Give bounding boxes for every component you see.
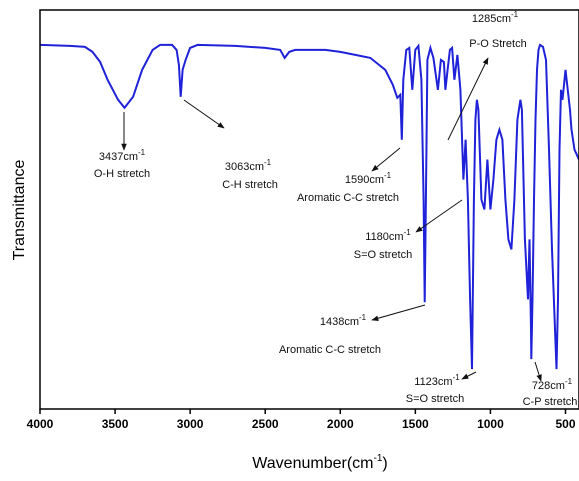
plot-frame	[39, 9, 579, 410]
x-tick-label: 2500	[252, 417, 279, 431]
annotation-label: Aromatic C-C stretch	[279, 344, 381, 356]
annotation-label: S=O stretch	[406, 393, 464, 405]
annotation-label: C-H stretch	[222, 179, 278, 191]
x-label-end: )	[382, 455, 387, 472]
annotation-sup: -1	[511, 10, 519, 19]
annotation-arrow	[447, 57, 489, 141]
x-tick-label: 500	[555, 417, 575, 431]
annotation-label: Aromatic C-C stretch	[297, 192, 399, 204]
spectrum-line	[40, 43, 579, 370]
annotation-label: P-O Stretch	[469, 38, 526, 50]
x-tick-label: 3500	[102, 417, 129, 431]
annotation-sup: -1	[359, 313, 367, 322]
annotation-text: 1180cm	[365, 231, 403, 243]
annotation-sup: -1	[384, 171, 392, 180]
annotation-arrow	[461, 371, 477, 380]
y-axis-label: Transmittance	[11, 160, 28, 261]
annotation-sup: -1	[264, 158, 272, 167]
x-tick-label: 3000	[177, 417, 204, 431]
annotation-sup: -1	[404, 228, 412, 237]
annotation-arrow	[183, 99, 225, 129]
annotation-sup: -1	[565, 377, 573, 386]
annotation-value: 3437cm-1	[99, 148, 146, 163]
annotation-text: 728cm	[532, 380, 565, 392]
annotation-text: 1590cm	[345, 174, 384, 186]
annotation-text: 3063cm	[225, 161, 264, 173]
x-label-sup: -1	[373, 453, 382, 464]
annotation-value: 1590cm-1	[345, 171, 392, 186]
annotation-text: 1285cm	[472, 13, 511, 25]
annotation-sup: -1	[138, 148, 146, 157]
x-tick-label: 1000	[477, 417, 504, 431]
annotation-label: S=O stretch	[354, 249, 412, 261]
x-tick-label: 4000	[27, 417, 54, 431]
annotation-label: O-H stretch	[94, 168, 150, 180]
annotation-value: 1123cm-1	[414, 373, 460, 388]
annotation-arrow	[415, 199, 463, 233]
x-axis-label: Wavenumber(cm-1)	[252, 453, 387, 472]
annotation-text: 3437cm	[99, 151, 138, 163]
annotation-text: 1438cm	[320, 316, 359, 328]
x-tick-label: 1500	[402, 417, 429, 431]
annotation-arrow	[371, 304, 426, 321]
x-tick-label: 2000	[327, 417, 354, 431]
annotation-value: 1180cm-1	[365, 228, 411, 243]
annotation-value: 1438cm-1	[320, 313, 367, 328]
annotation-arrow	[371, 147, 401, 172]
x-label-text: Wavenumber(cm	[252, 455, 373, 472]
annotation-value: 728cm-1	[532, 377, 573, 392]
annotation-arrow	[534, 361, 542, 382]
annotation-value: 1285cm-1	[472, 10, 519, 25]
annotation-label: C-P stretch	[523, 396, 578, 408]
annotation-sup: -1	[453, 373, 461, 382]
annotation-value: 3063cm-1	[225, 158, 272, 173]
annotation-text: 1123cm	[414, 376, 452, 388]
